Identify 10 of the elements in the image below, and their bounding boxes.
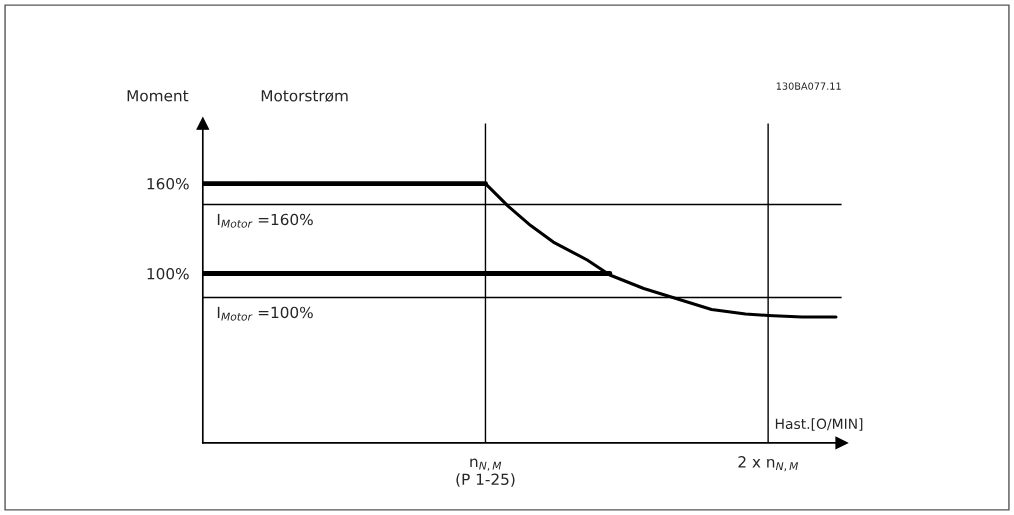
x-axis-title: Hast.[O/MIN] [775,418,863,431]
text: 130BA077.11 [776,82,841,90]
y-tick-label: 100% [147,267,189,280]
y-axis-title: Moment [127,90,189,102]
annotation: I$_{Motor}$ =100% [217,306,313,321]
x-tick-label: n$_{N,M}$ (P 1-25) [456,458,515,487]
annotation: I$_{Motor}$ =160% [217,213,313,228]
x-tick-label: 2 x n$_{N,M}$ [738,456,799,472]
text: Motorstrøm [261,90,348,102]
y-tick-label: 160% [147,178,189,190]
